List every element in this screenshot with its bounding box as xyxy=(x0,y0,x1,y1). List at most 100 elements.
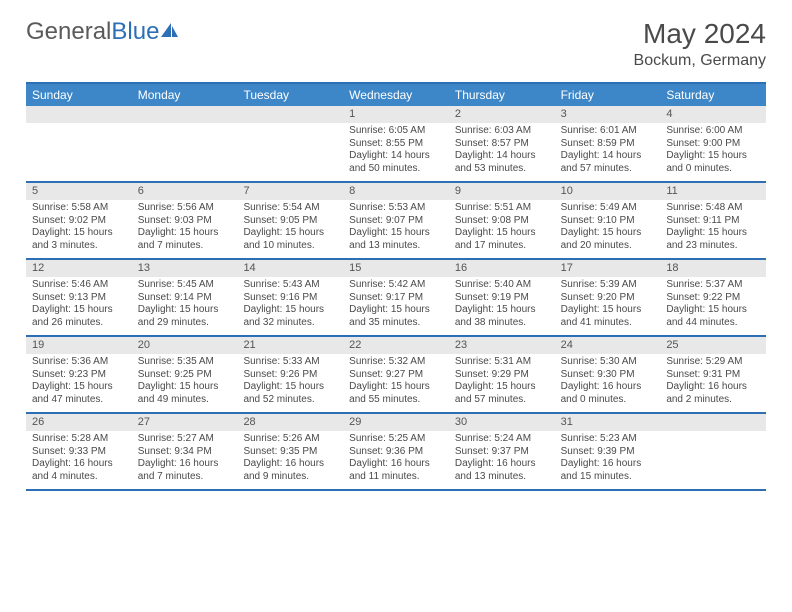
daylight: Daylight: 15 hours and 0 minutes. xyxy=(666,150,760,175)
day-number: 25 xyxy=(660,337,766,354)
day-number: 7 xyxy=(237,183,343,200)
day-cell: 6Sunrise: 5:56 AMSunset: 9:03 PMDaylight… xyxy=(132,183,238,258)
day-cell xyxy=(132,106,238,181)
week-row: 12Sunrise: 5:46 AMSunset: 9:13 PMDayligh… xyxy=(26,260,766,337)
sunset: Sunset: 9:19 PM xyxy=(455,292,549,305)
day-content: Sunrise: 5:32 AMSunset: 9:27 PMDaylight:… xyxy=(343,354,449,412)
sunrise: Sunrise: 6:03 AM xyxy=(455,125,549,138)
day-content: Sunrise: 5:51 AMSunset: 9:08 PMDaylight:… xyxy=(449,200,555,258)
day-number: 29 xyxy=(343,414,449,431)
daylight: Daylight: 15 hours and 32 minutes. xyxy=(243,304,337,329)
day-number: 11 xyxy=(660,183,766,200)
sunset: Sunset: 9:26 PM xyxy=(243,369,337,382)
sunrise: Sunrise: 5:29 AM xyxy=(666,356,760,369)
day-number: 27 xyxy=(132,414,238,431)
day-number: 6 xyxy=(132,183,238,200)
week-row: 19 Sunrise: 5:36 AMSunset: 9:23 PM Dayligh… xyxy=(26,337,766,414)
day-number: 9 xyxy=(449,183,555,200)
daylight: Daylight: 15 hours and 26 minutes. xyxy=(32,304,126,329)
day-cell: 1Sunrise: 6:05 AMSunset: 8:55 PMDaylight… xyxy=(343,106,449,181)
calendar: SundayMondayTuesdayWednesdayThursdayFrid… xyxy=(26,82,766,491)
sunrise: Sunrise: 5:36 AM xyxy=(32,356,126,369)
daylight: Daylight: 15 hours and 55 minutes. xyxy=(349,381,443,406)
sunrise: Sunrise: 5:32 AM xyxy=(349,356,443,369)
daylight: Daylight: 15 hours and 10 minutes. xyxy=(243,227,337,252)
sunrise: Sunrise: 5:49 AM xyxy=(561,202,655,215)
day-number: 15 xyxy=(343,260,449,277)
day-cell: 19Sunrise: 5:36 AMSunset: 9:23 PMDayligh… xyxy=(26,337,132,412)
sunset: Sunset: 9:27 PM xyxy=(349,369,443,382)
day-content: Sunrise: 5:24 AMSunset: 9:37 PMDaylight:… xyxy=(449,431,555,489)
daylight: Daylight: 16 hours and 4 minutes. xyxy=(32,458,126,483)
day-number: 19 xyxy=(26,337,132,354)
day-cell: 20Sunrise: 5:35 AMSunset: 9:25 PMDayligh… xyxy=(132,337,238,412)
day-content: Sunrise: 6:03 AMSunset: 8:57 PMDaylight:… xyxy=(449,123,555,181)
day-content: Sunrise: 5:27 AMSunset: 9:34 PMDaylight:… xyxy=(132,431,238,489)
daylight: Daylight: 16 hours and 9 minutes. xyxy=(243,458,337,483)
day-cell: 18Sunrise: 5:37 AMSunset: 9:22 PMDayligh… xyxy=(660,260,766,335)
day-cell: 17Sunrise: 5:39 AMSunset: 9:20 PMDayligh… xyxy=(555,260,661,335)
daylight: Daylight: 15 hours and 7 minutes. xyxy=(138,227,232,252)
daylight: Daylight: 15 hours and 57 minutes. xyxy=(455,381,549,406)
sunset: Sunset: 9:16 PM xyxy=(243,292,337,305)
sunrise: Sunrise: 5:45 AM xyxy=(138,279,232,292)
day-content: Sunrise: 5:54 AMSunset: 9:05 PMDaylight:… xyxy=(237,200,343,258)
sunrise: Sunrise: 5:54 AM xyxy=(243,202,337,215)
day-cell: 28Sunrise: 5:26 AMSunset: 9:35 PMDayligh… xyxy=(237,414,343,489)
day-header: Thursday xyxy=(449,84,555,106)
month-title: May 2024 xyxy=(634,18,766,50)
sunset: Sunset: 9:10 PM xyxy=(561,215,655,228)
day-content: Sunrise: 5:23 AMSunset: 9:39 PMDaylight:… xyxy=(555,431,661,489)
sunrise: Sunrise: 5:31 AM xyxy=(455,356,549,369)
day-number: 23 xyxy=(449,337,555,354)
location: Bockum, Germany xyxy=(634,52,766,70)
daylight: Daylight: 15 hours and 20 minutes. xyxy=(561,227,655,252)
day-content xyxy=(26,123,132,181)
sunset: Sunset: 8:57 PM xyxy=(455,138,549,151)
day-content: Sunrise: 5:35 AMSunset: 9:25 PMDaylight:… xyxy=(132,354,238,412)
week-row: 26Sunrise: 5:28 AMSunset: 9:33 PMDayligh… xyxy=(26,414,766,491)
sunset: Sunset: 9:31 PM xyxy=(666,369,760,382)
sunset: Sunset: 9:22 PM xyxy=(666,292,760,305)
day-number xyxy=(660,414,766,431)
sunset: Sunset: 9:20 PM xyxy=(561,292,655,305)
day-content: Sunrise: 5:40 AMSunset: 9:19 PMDaylight:… xyxy=(449,277,555,335)
sunrise: Sunrise: 5:30 AM xyxy=(561,356,655,369)
day-number: 22 xyxy=(343,337,449,354)
daylight: Daylight: 16 hours and 0 minutes. xyxy=(561,381,655,406)
sunrise: Sunrise: 5:48 AM xyxy=(666,202,760,215)
day-number: 16 xyxy=(449,260,555,277)
sunrise: Sunrise: 5:35 AM xyxy=(138,356,232,369)
day-number: 12 xyxy=(26,260,132,277)
sunrise: Sunrise: 5:43 AM xyxy=(243,279,337,292)
day-cell: 30Sunrise: 5:24 AMSunset: 9:37 PMDayligh… xyxy=(449,414,555,489)
day-cell: 29Sunrise: 5:25 AMSunset: 9:36 PMDayligh… xyxy=(343,414,449,489)
day-cell: 23Sunrise: 5:31 AMSunset: 9:29 PMDayligh… xyxy=(449,337,555,412)
day-cell xyxy=(26,106,132,181)
day-cell: 10Sunrise: 5:49 AMSunset: 9:10 PMDayligh… xyxy=(555,183,661,258)
sunrise: Sunrise: 5:42 AM xyxy=(349,279,443,292)
sunset: Sunset: 9:23 PM xyxy=(32,369,126,382)
day-content: Sunrise: 5:39 AMSunset: 9:20 PMDaylight:… xyxy=(555,277,661,335)
day-content: Sunrise: 5:31 AMSunset: 9:29 PMDaylight:… xyxy=(449,354,555,412)
sunset: Sunset: 9:07 PM xyxy=(349,215,443,228)
sunrise: Sunrise: 5:39 AM xyxy=(561,279,655,292)
day-content: Sunrise: 5:46 AMSunset: 9:13 PMDaylight:… xyxy=(26,277,132,335)
sunrise: Sunrise: 5:27 AM xyxy=(138,433,232,446)
daylight: Daylight: 16 hours and 15 minutes. xyxy=(561,458,655,483)
day-cell: 26Sunrise: 5:28 AMSunset: 9:33 PMDayligh… xyxy=(26,414,132,489)
sunset: Sunset: 9:37 PM xyxy=(455,446,549,459)
sunrise: Sunrise: 5:46 AM xyxy=(32,279,126,292)
sunset: Sunset: 9:39 PM xyxy=(561,446,655,459)
day-header: Wednesday xyxy=(343,84,449,106)
daylight: Daylight: 16 hours and 13 minutes. xyxy=(455,458,549,483)
day-number: 20 xyxy=(132,337,238,354)
sunset: Sunset: 9:34 PM xyxy=(138,446,232,459)
sunset: Sunset: 9:30 PM xyxy=(561,369,655,382)
daylight: Daylight: 15 hours and 3 minutes. xyxy=(32,227,126,252)
title-block: May 2024 Bockum, Germany xyxy=(634,18,766,70)
daylight: Daylight: 15 hours and 13 minutes. xyxy=(349,227,443,252)
daylight: Daylight: 16 hours and 11 minutes. xyxy=(349,458,443,483)
week-row: 1Sunrise: 6:05 AMSunset: 8:55 PMDaylight… xyxy=(26,106,766,183)
day-cell: 25Sunrise: 5:29 AMSunset: 9:31 PMDayligh… xyxy=(660,337,766,412)
